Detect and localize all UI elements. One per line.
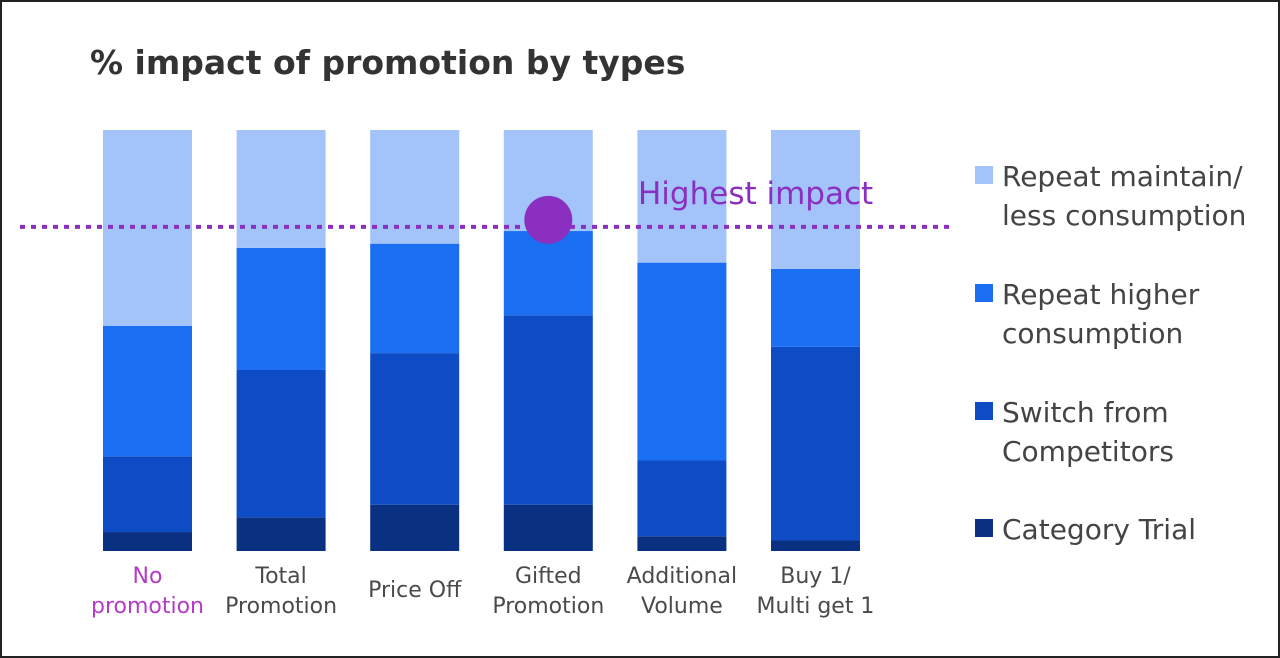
bar-category-trial-price-off [370, 504, 460, 551]
bar-repeat-maintain-less-consumption-price-off [370, 130, 460, 244]
chart-title: % impact of promotion by types [90, 43, 685, 82]
legend-swatch-category-trial [975, 519, 993, 537]
bar-category-trial-gifted-promotion [503, 504, 593, 551]
bar-category-trial-total-promotion [236, 517, 326, 551]
category-label-gifted-promotion: Gifted Promotion [492, 564, 604, 619]
annotation-group: Highest impact [20, 176, 950, 244]
category-label-buy-1-multi-get-1: Buy 1/Multi get 1 [757, 564, 875, 619]
legend-label-repeat-higher-consumption: Repeat higher consumption [1002, 278, 1200, 350]
bar-repeat-higher-consumption-additional-volume [637, 262, 727, 461]
bar-repeat-higher-consumption-gifted-promotion [503, 231, 593, 316]
legend-swatch-repeat-higher-consumption [975, 284, 993, 302]
bar-repeat-maintain-less-consumption-total-promotion [236, 130, 326, 248]
bar-switch-from-competitors-buy-1-multi-get-1 [771, 346, 860, 541]
highest-impact-marker [524, 195, 573, 244]
bar-switch-from-competitors-gifted-promotion [503, 315, 593, 505]
legend: Repeat maintain/less consumption Repeat h… [975, 160, 1246, 546]
bar-repeat-higher-consumption-buy-1-multi-get-1 [771, 268, 860, 347]
legend-swatch-repeat-maintain-less-consumption [975, 166, 993, 184]
bar-repeat-maintain-less-consumption-buy-1-multi-get-1 [771, 130, 860, 269]
bar-repeat-higher-consumption-total-promotion [236, 247, 326, 370]
bar-repeat-higher-consumption-price-off [370, 243, 460, 354]
legend-label-repeat-maintain-less-consumption: Repeat maintain/less consumption [1002, 160, 1246, 232]
bar-category-trial-additional-volume [637, 536, 727, 551]
legend-label-switch-from-competitors: Switch from Competitors [1002, 396, 1174, 468]
highest-impact-label: Highest impact [638, 176, 873, 212]
bar-switch-from-competitors-price-off [370, 353, 460, 505]
bar-switch-from-competitors-no-promotion [103, 456, 192, 533]
category-label-total-promotion: Total Promotion [225, 564, 337, 619]
legend-swatch-switch-from-competitors [975, 402, 993, 420]
bar-repeat-higher-consumption-no-promotion [103, 325, 192, 457]
category-label-no-promotion: No promotion [91, 564, 204, 619]
category-labels: No promotion Total Promotion Price Off Gifted… [91, 564, 874, 619]
bar-switch-from-competitors-additional-volume [637, 460, 727, 537]
bar-switch-from-competitors-total-promotion [236, 369, 326, 518]
bar-repeat-maintain-less-consumption-additional-volume [637, 130, 727, 263]
bar-category-trial-buy-1-multi-get-1 [771, 540, 860, 551]
category-label-price-off: Price Off [368, 578, 462, 603]
category-label-additional-volume: Additional Volume [627, 564, 737, 619]
bar-category-trial-no-promotion [103, 532, 192, 551]
legend-label-category-trial: Category Trial [1002, 513, 1196, 546]
